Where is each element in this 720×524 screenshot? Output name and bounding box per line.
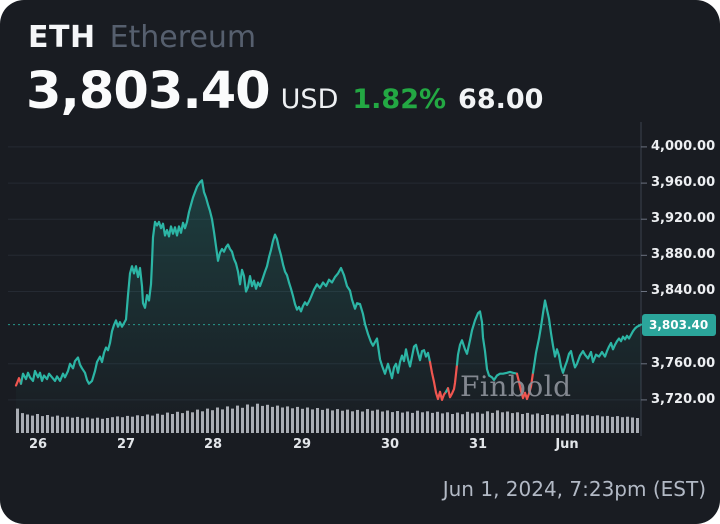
y-axis-label: 3,880.00 xyxy=(651,247,716,263)
watermark: Finbold xyxy=(460,370,572,403)
current-price-badge: 3,803.40 xyxy=(642,313,717,336)
x-axis-label: 28 xyxy=(203,437,223,452)
coin-name: Ethereum xyxy=(109,20,257,55)
price-row: 3,803.40 USD 1.82% 68.00 xyxy=(26,62,543,121)
y-axis-label: 3,920.00 xyxy=(651,211,716,227)
current-price: 3,803.40 xyxy=(26,62,271,121)
price-chart xyxy=(8,122,647,436)
x-axis-label: 31 xyxy=(468,437,488,452)
x-axis-label: 29 xyxy=(292,437,312,452)
currency-label: USD xyxy=(280,84,339,115)
x-axis-label: 30 xyxy=(380,437,400,452)
x-axis-label: 27 xyxy=(116,437,136,452)
header: ETH Ethereum xyxy=(28,20,256,55)
y-axis-label: 3,960.00 xyxy=(651,175,716,191)
y-axis-label: 4,000.00 xyxy=(651,138,716,154)
change-value: 68.00 xyxy=(458,84,544,115)
coin-symbol: ETH xyxy=(28,20,96,55)
y-axis-label: 3,720.00 xyxy=(651,391,716,407)
x-axis-label: 26 xyxy=(28,437,48,452)
change-percent: 1.82% xyxy=(352,84,447,115)
y-axis-label: 3,840.00 xyxy=(651,283,716,299)
timestamp: Jun 1, 2024, 7:23pm (EST) xyxy=(442,477,706,501)
y-axis-label: 3,760.00 xyxy=(651,355,716,371)
x-axis-label: Jun xyxy=(555,437,579,452)
